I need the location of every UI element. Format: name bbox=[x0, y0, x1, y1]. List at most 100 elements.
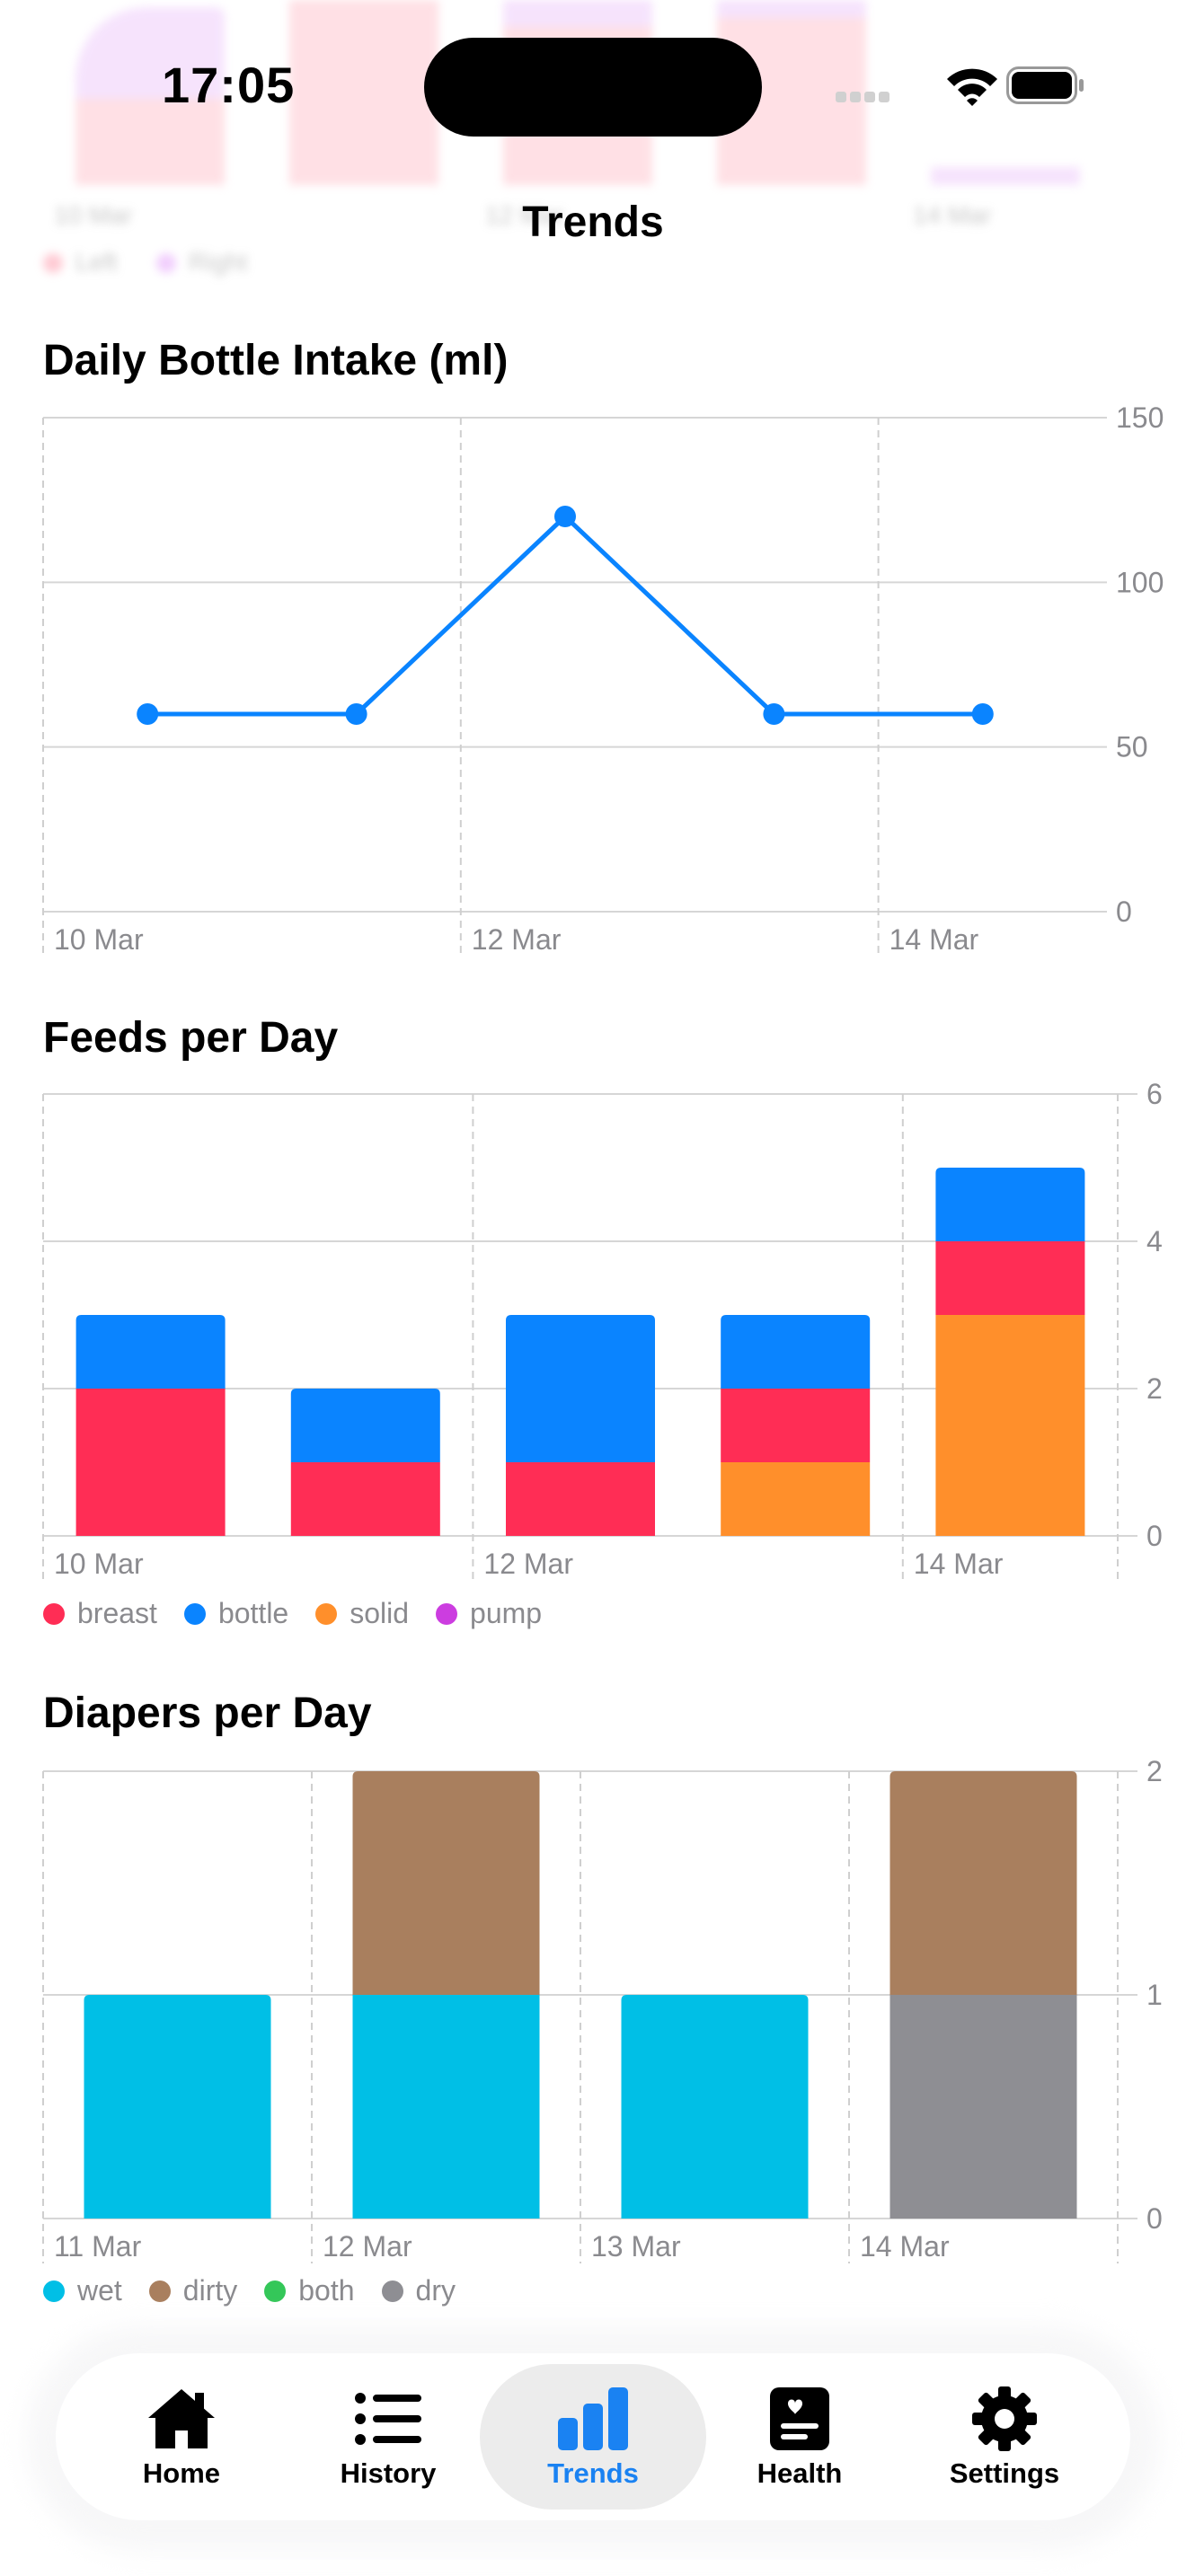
bar-dirty bbox=[890, 1771, 1077, 1995]
tab-label: Home bbox=[142, 2457, 221, 2489]
bar-wet bbox=[621, 1995, 809, 2219]
bar-dirty bbox=[352, 1771, 540, 1995]
x-tick-label: 14 Mar bbox=[860, 2230, 950, 2263]
ghost-bar bbox=[931, 167, 1080, 185]
tab-home[interactable]: Home bbox=[74, 2353, 289, 2520]
bar-bottle bbox=[935, 1168, 1085, 1241]
feeds-per-day-chart: 0 2 4 6 10 Mar 12 Mar 14 Mar bbox=[42, 1078, 1163, 1581]
ghost-bar bbox=[75, 99, 225, 185]
legend-dot bbox=[436, 1602, 458, 1625]
x-tick-label: 12 Mar bbox=[472, 923, 562, 956]
legend-item-dry: dry bbox=[381, 2274, 456, 2307]
x-tick-label: 13 Mar bbox=[591, 2230, 681, 2263]
series-line bbox=[147, 514, 983, 717]
bar-breast bbox=[506, 1462, 655, 1536]
bar-wet bbox=[84, 1995, 271, 2219]
tab-health[interactable]: Health bbox=[692, 2353, 907, 2520]
y-tick-label: 50 bbox=[1116, 731, 1148, 763]
y-tick-label: 4 bbox=[1146, 1225, 1163, 1257]
legend-item-bottle: bottle bbox=[183, 1597, 289, 1630]
y-tick-label: 0 bbox=[1116, 895, 1132, 928]
legend-item-pump: pump bbox=[436, 1597, 542, 1630]
health-record-icon bbox=[763, 2386, 836, 2452]
status-icons bbox=[836, 66, 1084, 106]
y-tick-label: 2 bbox=[1146, 1372, 1163, 1405]
ghost-bar bbox=[717, 0, 866, 18]
data-point bbox=[554, 506, 576, 527]
legend-dot bbox=[264, 2280, 287, 2302]
bar-breast bbox=[935, 1241, 1085, 1315]
y-tick-label: 1 bbox=[1146, 1979, 1163, 2011]
legend-label: dry bbox=[415, 2274, 456, 2307]
bar-breast bbox=[75, 1389, 226, 1536]
bar-breast bbox=[290, 1462, 440, 1536]
tab-label: History bbox=[340, 2457, 437, 2489]
ghost-bar bbox=[289, 0, 438, 185]
bar-bottle bbox=[721, 1315, 871, 1389]
bar-solid bbox=[721, 1462, 871, 1536]
legend-label: bottle bbox=[217, 1597, 289, 1629]
bar-bottle bbox=[290, 1389, 440, 1462]
legend-label: dirty bbox=[182, 2274, 238, 2307]
tab-bar: Home History bbox=[56, 2353, 1130, 2520]
legend-dot bbox=[381, 2280, 403, 2302]
bar-chart-icon bbox=[556, 2386, 630, 2452]
dynamic-island bbox=[424, 38, 762, 137]
legend-item-both: both bbox=[264, 2274, 355, 2307]
bar-wet bbox=[352, 1995, 540, 2219]
y-tick-label: 150 bbox=[1116, 401, 1164, 434]
x-tick-label: 12 Mar bbox=[483, 1548, 573, 1580]
battery-icon bbox=[1006, 66, 1084, 104]
status-time: 17:05 bbox=[162, 57, 296, 113]
ghost-tick-label: 12 Mar bbox=[485, 201, 564, 229]
ghost-legend-label: Right bbox=[189, 248, 248, 276]
page-title: Trends bbox=[522, 198, 664, 246]
y-tick-label: 6 bbox=[1146, 1078, 1163, 1110]
x-tick-label: 10 Mar bbox=[54, 923, 144, 956]
y-tick-label: 0 bbox=[1146, 1520, 1163, 1552]
legend-dot bbox=[148, 2280, 171, 2302]
wifi-icon bbox=[947, 68, 997, 106]
ghost-legend-dot bbox=[43, 253, 63, 273]
bottle-intake-chart: 0 50 100 150 10 Mar 12 Mar 14 Mar bbox=[42, 401, 1164, 957]
legend-label: wet bbox=[77, 2274, 122, 2307]
house-icon bbox=[145, 2386, 218, 2452]
feeds-chart-title: Feeds per Day bbox=[43, 1014, 339, 1062]
legend-label: pump bbox=[470, 1597, 543, 1629]
data-point bbox=[971, 703, 994, 725]
list-icon bbox=[351, 2386, 425, 2452]
bar-bottle bbox=[506, 1315, 655, 1462]
bar-bottle bbox=[75, 1315, 226, 1389]
x-tick-label: 12 Mar bbox=[323, 2230, 412, 2263]
x-tick-label: 14 Mar bbox=[914, 1548, 1004, 1580]
diapers-per-day-chart: 0 1 2 11 Mar 12 Mar 13 Mar 14 Mar bbox=[42, 1755, 1163, 2263]
gear-icon bbox=[968, 2386, 1041, 2452]
y-tick-label: 2 bbox=[1146, 1755, 1163, 1787]
x-tick-label: 11 Mar bbox=[54, 2230, 142, 2263]
tab-history[interactable]: History bbox=[280, 2353, 496, 2520]
data-point bbox=[137, 703, 159, 725]
ghost-bar bbox=[503, 0, 652, 27]
ghost-legend-dot bbox=[156, 253, 176, 273]
legend-label: solid bbox=[350, 1597, 410, 1629]
tab-trends[interactable]: Trends bbox=[485, 2353, 701, 2520]
tab-label: Health bbox=[757, 2457, 843, 2489]
bar-dry bbox=[890, 1995, 1077, 2219]
ghost-tick-label: 10 Mar bbox=[54, 201, 133, 229]
feeds-legend: breast bottle solid pump bbox=[43, 1597, 569, 1630]
legend-dot bbox=[43, 2280, 65, 2302]
y-tick-label: 100 bbox=[1116, 566, 1164, 598]
ghost-tick-label: 14 Mar bbox=[913, 201, 992, 229]
legend-label: both bbox=[298, 2274, 355, 2307]
diapers-legend: wet dirty both dry bbox=[43, 2274, 482, 2307]
legend-item-solid: solid bbox=[315, 1597, 409, 1630]
legend-item-dirty: dirty bbox=[148, 2274, 238, 2307]
y-tick-label: 0 bbox=[1146, 2202, 1163, 2235]
tab-label: Trends bbox=[547, 2457, 639, 2489]
signal-icon bbox=[836, 92, 890, 102]
bar-breast bbox=[721, 1389, 871, 1462]
x-tick-label: 14 Mar bbox=[890, 923, 979, 956]
tab-settings[interactable]: Settings bbox=[897, 2353, 1112, 2520]
x-tick-label: 10 Mar bbox=[54, 1548, 144, 1580]
